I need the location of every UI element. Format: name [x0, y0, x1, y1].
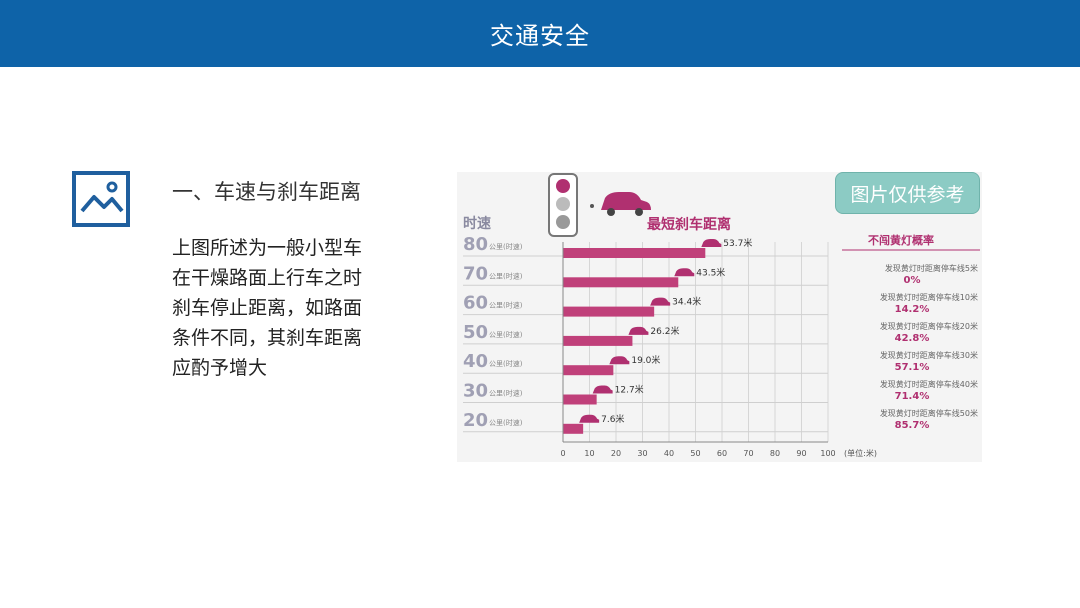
x-tick-label: 60: [717, 449, 727, 458]
side-panel-value: 0%: [904, 275, 921, 286]
car-marker: [701, 239, 722, 247]
bar: [563, 306, 655, 317]
speed-unit-label: 公里(时速): [489, 359, 523, 368]
side-panel-label: 发现黄灯时距离停车线30米: [880, 350, 978, 360]
bar: [563, 335, 633, 346]
x-tick-label: 50: [690, 449, 700, 458]
x-tick-label: 30: [637, 449, 647, 458]
x-tick-label: 80: [770, 449, 780, 458]
body-line: 刹车停止距离，如路面: [172, 297, 363, 319]
x-tick-label: 0: [560, 449, 565, 458]
side-panel-label: 发现黄灯时距离停车线5米: [885, 263, 978, 273]
bar: [563, 248, 706, 258]
car-icon: [590, 192, 651, 216]
speed-unit-label: 公里(时速): [489, 271, 523, 280]
value-label: 12.7米: [615, 384, 644, 396]
speed-label: 70: [463, 263, 488, 284]
y-axis-label: 时速: [463, 215, 491, 232]
car-marker: [628, 326, 649, 335]
header-bar: 交通安全: [0, 0, 1080, 67]
body-line: 在干燥路面上行车之时: [172, 267, 363, 289]
speed-unit-label: 公里(时速): [489, 389, 523, 398]
speed-label: 80: [463, 234, 488, 255]
speed-unit-label: 公里(时速): [489, 330, 523, 339]
side-panel-value: 57.1%: [895, 362, 930, 373]
value-label: 7.6米: [601, 413, 624, 425]
body-line: 条件不同，其刹车距离: [172, 327, 363, 349]
section-body: 上图所述为一般小型车 在干燥路面上行车之时 刹车停止距离，如路面 条件不同，其刹…: [172, 233, 392, 383]
reference-only-badge: 图片仅供参考: [835, 172, 980, 214]
car-marker: [674, 268, 695, 277]
x-tick-label: 70: [743, 449, 753, 458]
braking-chart-panel: 最短刹车距离 时速 53.7米 43.5米 34.4米 26.2米 19.0米 12.7米…: [457, 172, 982, 462]
traffic-light-icon: [548, 173, 578, 237]
body-line: 应酌予增大: [172, 357, 268, 379]
section-title: 一、车速与刹车距离: [172, 180, 361, 204]
page-title: 交通安全: [490, 22, 590, 50]
bar: [563, 423, 584, 434]
side-panel-label: 发现黄灯时距离停车线20米: [880, 321, 978, 331]
x-tick-label: 90: [796, 449, 806, 458]
value-label: 43.5米: [696, 266, 725, 278]
speed-label: 30: [463, 381, 488, 402]
body-line: 上图所述为一般小型车: [172, 237, 363, 259]
car-marker: [650, 297, 671, 306]
side-panel-label: 发现黄灯时距离停车线50米: [880, 408, 978, 418]
car-marker: [579, 414, 600, 423]
side-panel-value: 42.8%: [895, 333, 930, 344]
x-axis-unit: (单位:米): [844, 448, 877, 458]
speed-label: 50: [463, 322, 488, 343]
x-tick-label: 40: [664, 449, 674, 458]
speed-label: 40: [463, 351, 488, 372]
bar: [563, 394, 597, 405]
speed-unit-label: 公里(时速): [489, 242, 523, 251]
side-panel-label: 发现黄灯时距离停车线40米: [880, 379, 978, 389]
x-tick-label: 20: [611, 449, 621, 458]
speed-label: 60: [463, 293, 488, 314]
car-marker: [592, 385, 613, 394]
speed-unit-label: 公里(时速): [489, 301, 523, 310]
speed-label: 20: [463, 410, 488, 431]
car-marker: [609, 356, 630, 365]
value-label: 34.4米: [672, 296, 701, 308]
side-panel-value: 14.2%: [895, 304, 930, 315]
value-label: 19.0米: [631, 354, 660, 366]
speed-unit-label: 公里(时速): [489, 418, 523, 427]
bar: [563, 277, 679, 288]
side-panel-title: 不闯黄灯概率: [868, 233, 934, 247]
side-panel-value: 71.4%: [895, 391, 930, 402]
x-tick-label: 10: [584, 449, 594, 458]
bar: [563, 365, 614, 376]
braking-distance-chart: 最短刹车距离 时速 53.7米 43.5米 34.4米 26.2米 19.0米 12.7米…: [463, 173, 980, 458]
value-label: 26.2米: [650, 325, 679, 337]
value-label: 53.7米: [723, 237, 752, 249]
x-tick-label: 100: [820, 449, 835, 458]
side-panel-label: 发现黄灯时距离停车线10米: [880, 292, 978, 302]
picture-icon: [72, 171, 130, 227]
chart-title: 最短刹车距离: [647, 216, 731, 233]
side-panel-value: 85.7%: [895, 420, 930, 431]
